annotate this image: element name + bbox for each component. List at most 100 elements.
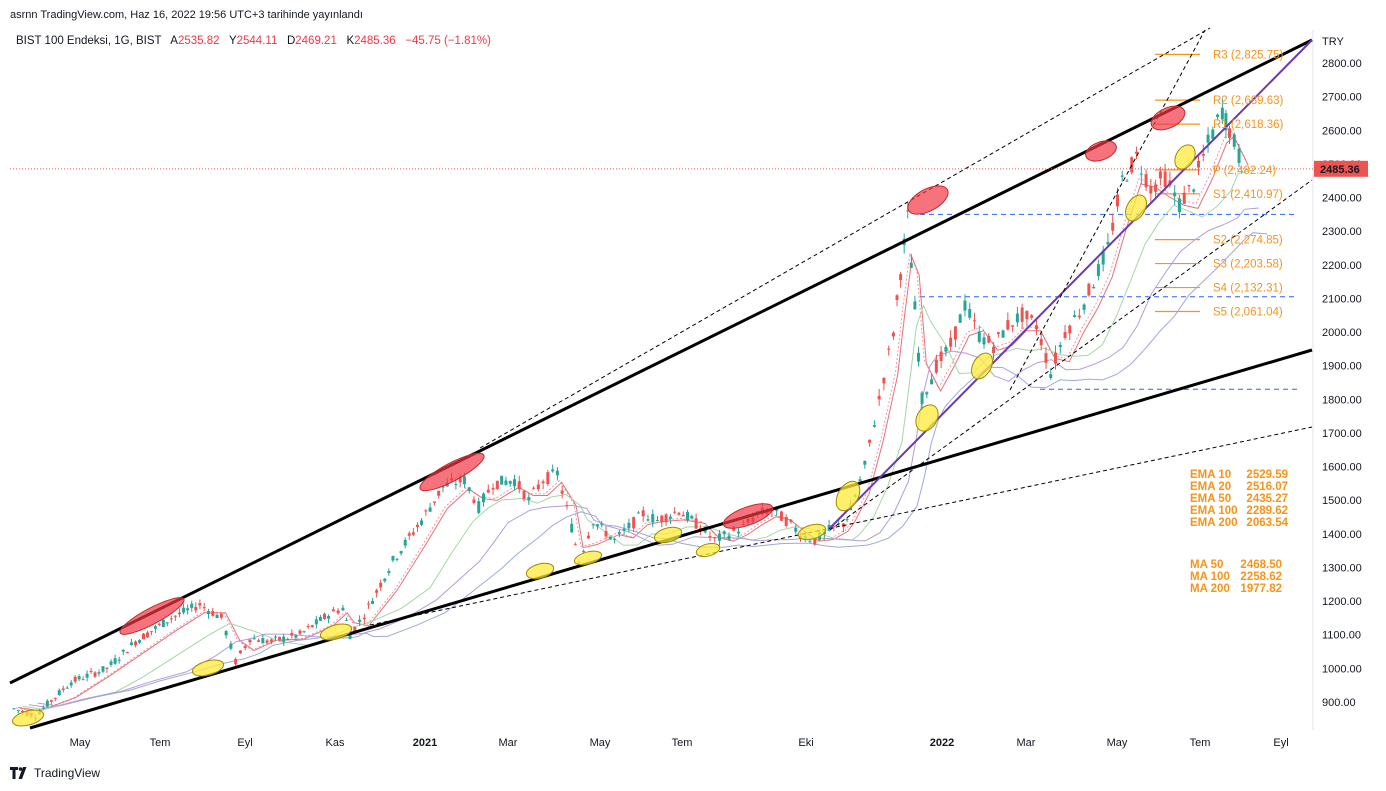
candle-body [428,507,432,512]
pivot-label: P (2,482.24) [1213,165,1276,177]
candle-body [1015,313,1019,323]
time-tick-label: May [70,737,91,749]
candle-body [972,320,976,322]
open-label: A [170,35,178,47]
candle-body [190,603,194,608]
candle-body [808,541,812,543]
candle-body [899,274,903,280]
candle-body [996,332,1000,334]
candle-body [161,619,165,628]
candle-body [437,490,441,496]
price-tick-label: 1400.00 [1322,529,1362,541]
moving-average-line [37,232,1268,707]
support-touch-ellipse [191,659,225,677]
candle-body [1054,352,1058,364]
support-touch-ellipse [915,404,939,432]
candle-body [327,615,331,619]
candle-body [608,536,612,540]
candle-body [1163,171,1167,187]
candle-body [105,667,109,669]
candle-body [1101,251,1105,265]
candle-body [573,544,577,546]
time-tick-label: Tem [150,737,171,749]
candle-body [265,640,269,643]
candle-body [379,582,383,588]
touch-ellipses [11,105,1196,727]
candle-body [182,607,186,613]
candle-body [109,661,113,665]
symbol-name: BIST 100 Endeksi, 1G, BIST [16,35,162,47]
time-tick-label: Mar [1017,737,1036,749]
candle-body [294,634,298,638]
candle-body [1001,330,1005,338]
price-tick-label: 1000.00 [1322,663,1362,675]
candle-body [53,697,57,699]
ma-label: MA 100 [1190,571,1230,583]
candle-body [252,638,256,640]
candle-body [420,520,424,525]
price-tick-label: 2400.00 [1322,193,1362,205]
candle-body [737,531,741,534]
moving-average-line [22,169,1253,711]
candle-body [713,537,717,539]
candle-body [541,481,545,484]
support-touch-ellipse [653,526,683,544]
candle-body [681,514,685,517]
pivot-label: R3 (2,825.75) [1213,49,1283,61]
candle-body [353,626,357,632]
candle-body [636,512,640,514]
indicator-values: EMA 10 2529.59 EMA 20 2516.07 EMA 50 2435.27 E… [1190,469,1289,595]
candle-body [49,700,53,702]
support-touch-ellipse [1174,144,1196,170]
open-value: 2535.82 [177,35,220,47]
support-touch-ellipse [11,709,45,727]
candle-body [81,679,85,681]
resistance-touch-ellipse [1150,105,1186,131]
candle-body [348,634,352,640]
candle-body [504,480,508,485]
candle-body [595,524,599,527]
candle-body [925,392,929,395]
candle-body [383,578,387,582]
candle-body [129,642,133,645]
candle-body [169,618,173,620]
candle-body [310,625,314,628]
candle-body [16,710,20,712]
time-tick-label: Eyl [1273,737,1288,749]
candle-body [953,326,957,340]
candle-body [891,332,895,337]
candle-body [546,472,550,485]
candle-body [617,531,621,534]
lower-dashed-line [369,426,1313,626]
candle-body [555,470,559,476]
candle-body [906,210,910,212]
candle-body [101,666,105,672]
ema-label: EMA 100 [1190,505,1238,517]
candle-body [306,626,310,628]
candle-body [708,535,712,538]
support-touch-ellipse [573,550,603,566]
footer-brand[interactable]: TradingView [10,766,100,780]
candle-body [1044,353,1048,363]
trend-lines[interactable] [9,27,1313,730]
candle-body [331,609,335,612]
candle-body [1187,185,1191,187]
candle-body [690,516,694,519]
price-tick-label: 1700.00 [1322,428,1362,440]
price-axis[interactable]: TRY2800.002700.002600.002500.002400.0023… [10,30,1368,730]
candle-body [269,639,273,642]
candle-body [646,519,650,521]
candle-body [298,630,302,634]
candle-body [219,613,223,618]
symbol-legend: BIST 100 Endeksi, 1G, BIST A2535.82 Y254… [16,35,491,47]
candle-body [1237,148,1241,164]
candle-body [173,615,177,617]
candle-body [613,538,617,540]
time-axis[interactable]: May Tem Eyl Kas 2021 Mar May Tem Eki 2022 Mar May Te… [70,737,1289,749]
candle-body [656,519,659,521]
candle-body [472,499,476,503]
candle-body [1158,171,1162,179]
tradingview-logo-icon [10,767,27,779]
candle-body [877,395,881,400]
